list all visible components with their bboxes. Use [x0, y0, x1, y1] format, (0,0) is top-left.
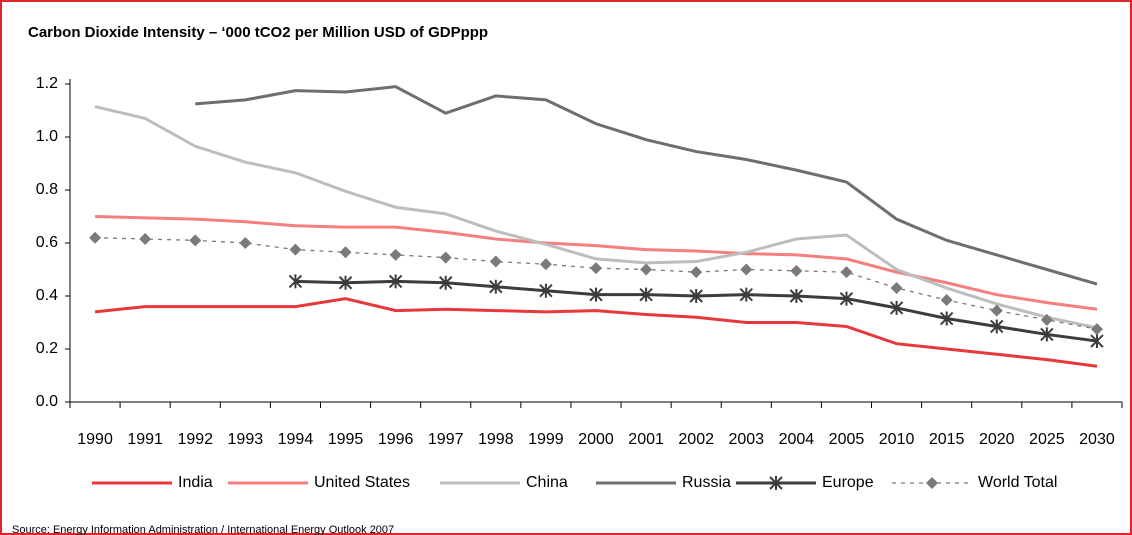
series-line	[94, 297, 1098, 368]
x-tick-label: 2004	[779, 431, 815, 448]
marker	[990, 319, 1004, 334]
marker	[289, 243, 302, 256]
legend-label: Europe	[822, 474, 874, 491]
y-tick-label: 0.8	[36, 181, 58, 198]
marker	[940, 293, 953, 306]
series-line	[195, 85, 1098, 286]
marker	[769, 476, 783, 490]
marker	[139, 233, 152, 246]
x-tick-label: 1998	[478, 431, 514, 448]
marker	[338, 275, 353, 290]
x-tick-label: 2020	[979, 431, 1015, 448]
marker	[189, 234, 202, 247]
x-tick-label: 1999	[528, 431, 564, 448]
marker	[790, 264, 803, 277]
marker	[890, 282, 903, 295]
series-line	[94, 105, 1098, 330]
marker	[739, 287, 753, 302]
marker	[690, 266, 703, 279]
marker	[689, 289, 703, 303]
x-tick-label: 1996	[378, 431, 414, 448]
x-tick-label: 1991	[127, 431, 163, 448]
x-tick-label: 2030	[1079, 431, 1115, 448]
source-note: Source: Energy Information Administratio…	[12, 524, 394, 535]
y-tick-label: 0.2	[36, 340, 58, 357]
marker	[840, 266, 853, 279]
marker	[839, 291, 854, 306]
marker	[439, 251, 452, 264]
marker	[489, 279, 503, 294]
legend-label: India	[178, 474, 213, 491]
marker	[489, 255, 502, 268]
x-tick-label: 2000	[578, 431, 614, 448]
y-tick-label: 0.6	[36, 234, 58, 251]
marker	[239, 237, 252, 249]
chart-title: Carbon Dioxide Intensity – ‘000 tCO2 per…	[28, 24, 488, 41]
x-tick-label: 1995	[328, 431, 364, 448]
x-tick-label: 2003	[728, 431, 764, 448]
x-tick-label: 1993	[228, 431, 264, 448]
x-tick-label: 2010	[879, 431, 915, 448]
y-tick-label: 1.2	[36, 75, 58, 92]
legend-label: World Total	[978, 474, 1057, 491]
y-tick-label: 0.4	[36, 287, 58, 304]
marker	[1040, 327, 1054, 342]
series-line	[95, 237, 1098, 330]
marker	[288, 274, 303, 289]
x-tick-label: 2005	[829, 431, 865, 448]
marker	[640, 263, 653, 276]
x-tick-label: 2002	[678, 431, 714, 448]
marker	[89, 231, 102, 244]
marker	[1090, 334, 1104, 349]
marker	[939, 311, 954, 326]
x-tick-label: 2015	[929, 431, 965, 448]
x-tick-label: 1992	[177, 431, 213, 448]
marker	[990, 304, 1003, 317]
y-tick-label: 1.0	[36, 128, 58, 145]
x-tick-label: 1990	[77, 431, 113, 448]
marker	[388, 274, 403, 289]
marker	[1090, 323, 1103, 336]
marker	[389, 248, 402, 261]
marker	[539, 258, 552, 271]
y-tick-label: 0.0	[36, 393, 58, 410]
marker	[1040, 313, 1053, 326]
marker	[439, 275, 453, 290]
x-tick-label: 1994	[278, 431, 314, 448]
series-line	[95, 215, 1098, 311]
marker	[639, 287, 653, 302]
x-tick-label: 1997	[428, 431, 464, 448]
marker	[339, 246, 352, 259]
marker	[789, 289, 804, 303]
marker	[926, 477, 938, 489]
marker	[590, 262, 602, 275]
marker	[539, 283, 553, 298]
legend-label: United States	[314, 474, 410, 491]
legend-label: Russia	[682, 474, 731, 491]
legend-label: China	[526, 474, 568, 491]
marker	[889, 300, 904, 315]
marker	[589, 287, 603, 302]
x-tick-label: 2001	[628, 431, 664, 448]
marker	[740, 263, 753, 276]
x-tick-label: 2025	[1029, 431, 1065, 448]
